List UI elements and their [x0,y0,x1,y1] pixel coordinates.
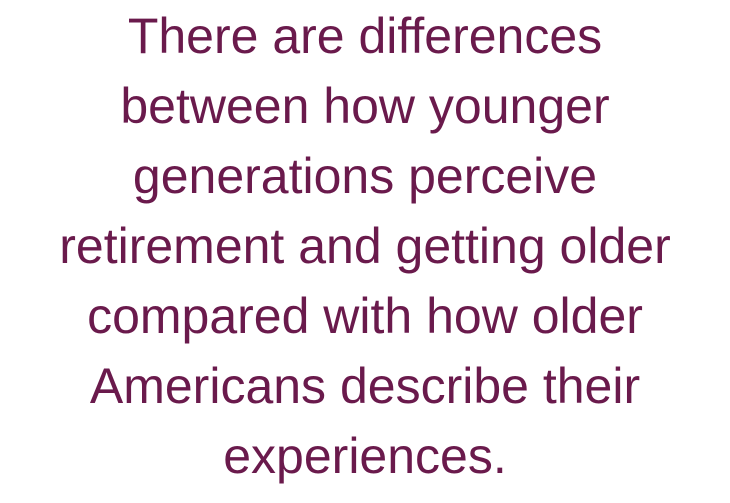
text-line: generations perceive [132,148,598,204]
text-line: compared with how older [87,288,643,344]
text-line: Americans describe their [89,358,641,414]
text-line: There are differences [127,8,603,64]
text-line: retirement and getting older [59,218,671,274]
text-line: experiences. [223,428,507,484]
text-line: between how younger [120,78,610,134]
